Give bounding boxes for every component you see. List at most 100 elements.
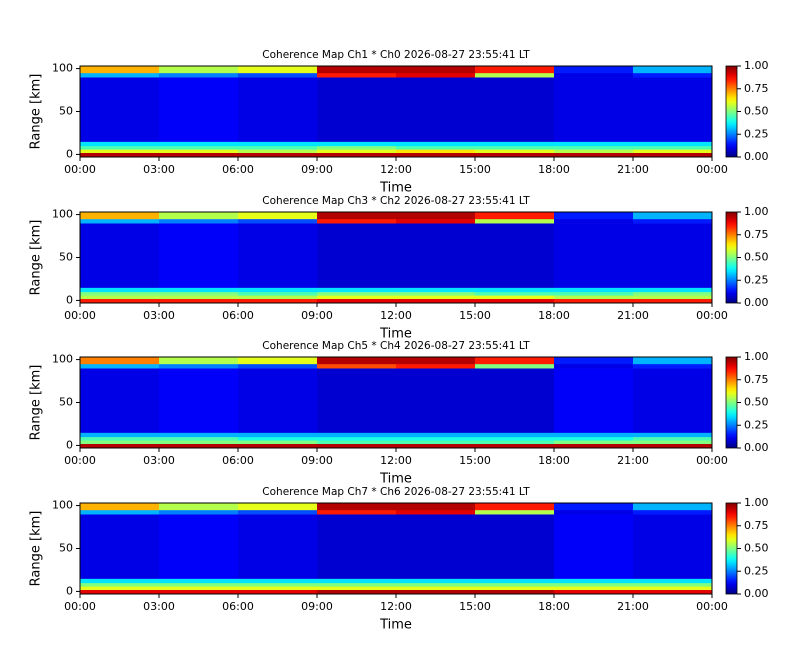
- heatmap-cell: [633, 514, 713, 579]
- heatmap-cell: [317, 589, 397, 595]
- heatmap-cell: [396, 149, 476, 154]
- heatmap-cell: [475, 436, 555, 441]
- x-tick-label: 21:00: [617, 600, 649, 613]
- heatmap-cell: [396, 218, 476, 224]
- heatmap-cell: [475, 152, 555, 158]
- heatmap-cell: [80, 509, 160, 515]
- heatmap-cell: [317, 298, 397, 304]
- x-tick-label: 21:00: [617, 163, 649, 176]
- heatmap-cell: [475, 287, 555, 293]
- colorbar-tick-label: 0.50: [744, 251, 769, 264]
- heatmap-cell: [80, 514, 160, 579]
- heatmap-cell: [554, 291, 634, 296]
- colorbar-tick-label: 0.25: [744, 418, 769, 431]
- heatmap-cell: [475, 141, 555, 147]
- heatmap-cell: [317, 223, 397, 288]
- heatmap-cell: [80, 578, 160, 584]
- heatmap-cell: [159, 440, 239, 445]
- heatmap-cell: [159, 436, 239, 441]
- heatmap-cell: [633, 443, 713, 449]
- heatmap-cell: [159, 291, 239, 296]
- heatmap-cell: [396, 436, 476, 441]
- colorbar-tick-label: 0.00: [744, 441, 769, 454]
- heatmap-cell: [633, 291, 713, 296]
- y-axis-label: Range [km]: [29, 511, 44, 587]
- x-axis-label: Time: [379, 472, 412, 487]
- heatmap-cell: [475, 368, 555, 433]
- colorbar-tick-label: 1.00: [744, 496, 769, 509]
- x-tick-label: 06:00: [222, 600, 254, 613]
- heatmap-cell: [159, 223, 239, 288]
- x-tick-label: 00:00: [64, 163, 96, 176]
- heatmap-cell: [633, 152, 713, 158]
- heatmap-cell: [396, 432, 476, 438]
- heatmap-cell: [633, 149, 713, 154]
- colorbar-tick-label: 0.75: [744, 373, 769, 386]
- x-tick-label: 06:00: [222, 454, 254, 467]
- heatmap-cell: [317, 212, 397, 220]
- heatmap-cell: [554, 149, 634, 154]
- heatmap-cell: [396, 578, 476, 584]
- x-tick-label: 09:00: [301, 309, 333, 322]
- heatmap-cell: [633, 440, 713, 445]
- heatmap-cell: [238, 291, 318, 296]
- heatmap-cell: [238, 66, 318, 74]
- heatmap-cell: [317, 578, 397, 584]
- x-tick-label: 18:00: [538, 163, 570, 176]
- heatmap-cell: [633, 436, 713, 441]
- heatmap-cell: [475, 586, 555, 591]
- panel-title: Coherence Map Ch1 * Ch0 2026-08-27 23:55…: [262, 49, 530, 61]
- heatmap-cell: [396, 66, 476, 74]
- heatmap-cell: [80, 298, 160, 304]
- heatmap-cell: [396, 514, 476, 579]
- colorbar-tick-label: 0.75: [744, 228, 769, 241]
- heatmap-cell: [238, 443, 318, 449]
- heatmap-cell: [554, 212, 634, 220]
- x-tick-label: 00:00: [64, 309, 96, 322]
- y-tick-label: 50: [59, 542, 73, 555]
- panel-title: Coherence Map Ch5 * Ch4 2026-08-27 23:55…: [262, 340, 530, 352]
- heatmap-cell: [633, 578, 713, 584]
- heatmap-cell: [554, 509, 634, 515]
- heatmap-cell: [554, 436, 634, 441]
- heatmap-cell: [396, 212, 476, 220]
- x-tick-label: 12:00: [380, 454, 412, 467]
- heatmap-cell: [238, 218, 318, 224]
- heatmap-cell: [238, 436, 318, 441]
- heatmap-cell: [159, 503, 239, 511]
- x-tick-label: 15:00: [459, 600, 491, 613]
- y-tick-label: 100: [52, 208, 73, 221]
- heatmap-cell: [633, 357, 713, 365]
- heatmap-cell: [475, 589, 555, 595]
- heatmap-cell: [159, 368, 239, 433]
- heatmap-cell: [396, 509, 476, 515]
- heatmap-cell: [633, 589, 713, 595]
- heatmap-cell: [317, 72, 397, 78]
- colorbar-tick-label: 0.75: [744, 519, 769, 532]
- heatmap-cell: [317, 586, 397, 591]
- heatmap-cell: [554, 218, 634, 224]
- heatmap-cell: [317, 218, 397, 224]
- heatmap-cell: [238, 287, 318, 293]
- heatmap-cell: [633, 298, 713, 304]
- y-axis-label: Range [km]: [29, 220, 44, 296]
- heatmap-cell: [238, 77, 318, 142]
- heatmap-cell: [475, 212, 555, 220]
- heatmap-cell: [159, 509, 239, 515]
- heatmap-cell: [633, 77, 713, 142]
- heatmap-cell: [475, 145, 555, 150]
- heatmap-cell: [633, 145, 713, 150]
- heatmap-cell: [475, 298, 555, 304]
- y-axis-label: Range [km]: [29, 365, 44, 441]
- heatmap-cell: [238, 503, 318, 511]
- heatmap-cell: [80, 141, 160, 147]
- x-tick-label: 00:00: [696, 600, 728, 613]
- heatmap-cell: [317, 357, 397, 365]
- heatmap-cell: [475, 291, 555, 296]
- heatmap-cell: [238, 582, 318, 587]
- heatmap-cell: [159, 212, 239, 220]
- heatmap-cell: [633, 586, 713, 591]
- y-tick-label: 100: [52, 62, 73, 75]
- heatmap-cell: [159, 582, 239, 587]
- heatmap-cell: [554, 357, 634, 365]
